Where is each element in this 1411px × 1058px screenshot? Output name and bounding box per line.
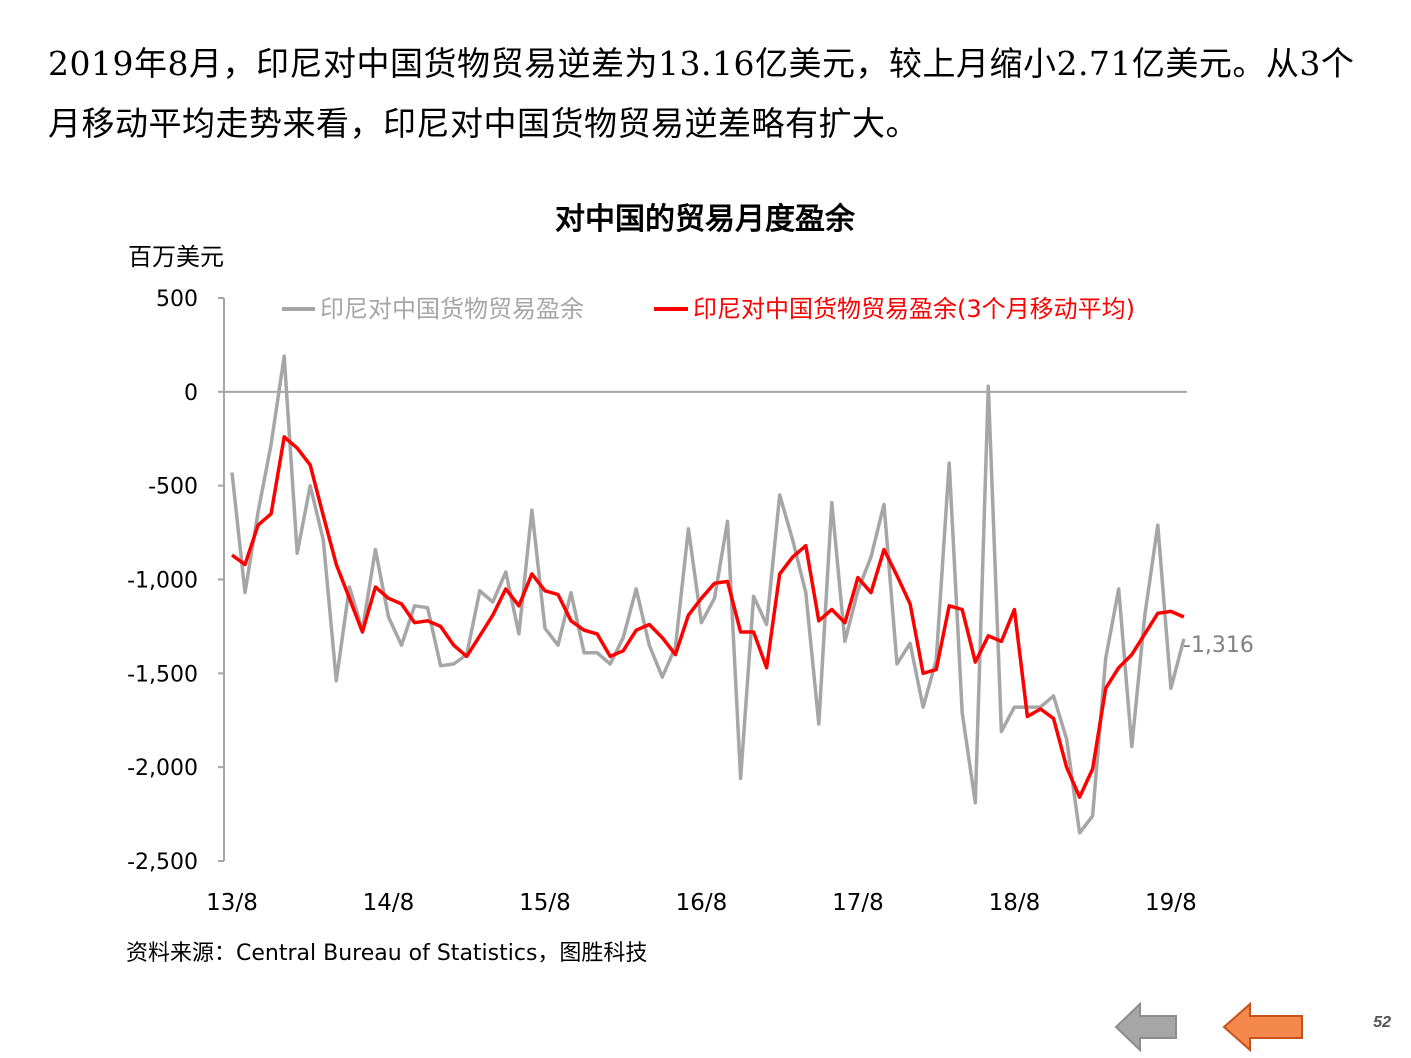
x-tick-label: 18/8 <box>989 890 1041 916</box>
page-number: 52 <box>1373 1014 1391 1031</box>
source-note: 资料来源：Central Bureau of Statistics，图胜科技 <box>126 941 648 966</box>
x-tick-label: 15/8 <box>519 890 571 916</box>
next-page-button[interactable] <box>1222 1000 1306 1056</box>
chart-legend: 印尼对中国货物贸易盈余 印尼对中国货物贸易盈余(3个月移动平均) <box>282 295 1135 323</box>
y-tick-label: -2,000 <box>127 756 198 781</box>
y-tick-label: 0 <box>184 381 198 406</box>
chart-axes: 500 0 -500 -1,000 -1,500 -2,000 -2,500 13/8 14/8… <box>127 287 1197 916</box>
y-tick-label: -1,500 <box>127 662 198 687</box>
arrow-left-gray-icon <box>1114 1001 1177 1053</box>
arrow-left-orange-icon <box>1222 1001 1303 1053</box>
y-axis-unit-label: 百万美元 <box>128 243 224 271</box>
y-tick-label: -2,500 <box>127 850 198 875</box>
chart-title: 对中国的贸易月度盈余 <box>555 202 856 237</box>
intro-paragraph: 2019年8月，印尼对中国货物贸易逆差为13.16亿美元，较上月缩小2.71亿美… <box>48 44 1355 143</box>
y-tick-label: -1,000 <box>127 569 198 594</box>
x-tick-label: 19/8 <box>1145 890 1197 916</box>
x-tick-label: 16/8 <box>676 890 728 916</box>
y-tick-label: -500 <box>148 475 198 500</box>
x-tick-label: 14/8 <box>363 890 415 916</box>
legend-label-monthly: 印尼对中国货物贸易盈余 <box>320 295 584 323</box>
series-line-ma3 <box>230 435 1185 799</box>
x-tick-label: 17/8 <box>832 890 884 916</box>
end-value-label: -1,316 <box>1183 633 1254 658</box>
series-layer <box>230 354 1186 835</box>
legend-label-ma3: 印尼对中国货物贸易盈余(3个月移动平均) <box>693 295 1135 323</box>
x-tick-label: 13/8 <box>206 890 258 916</box>
y-tick-label: 500 <box>156 287 198 312</box>
prev-page-button[interactable] <box>1114 1000 1180 1056</box>
